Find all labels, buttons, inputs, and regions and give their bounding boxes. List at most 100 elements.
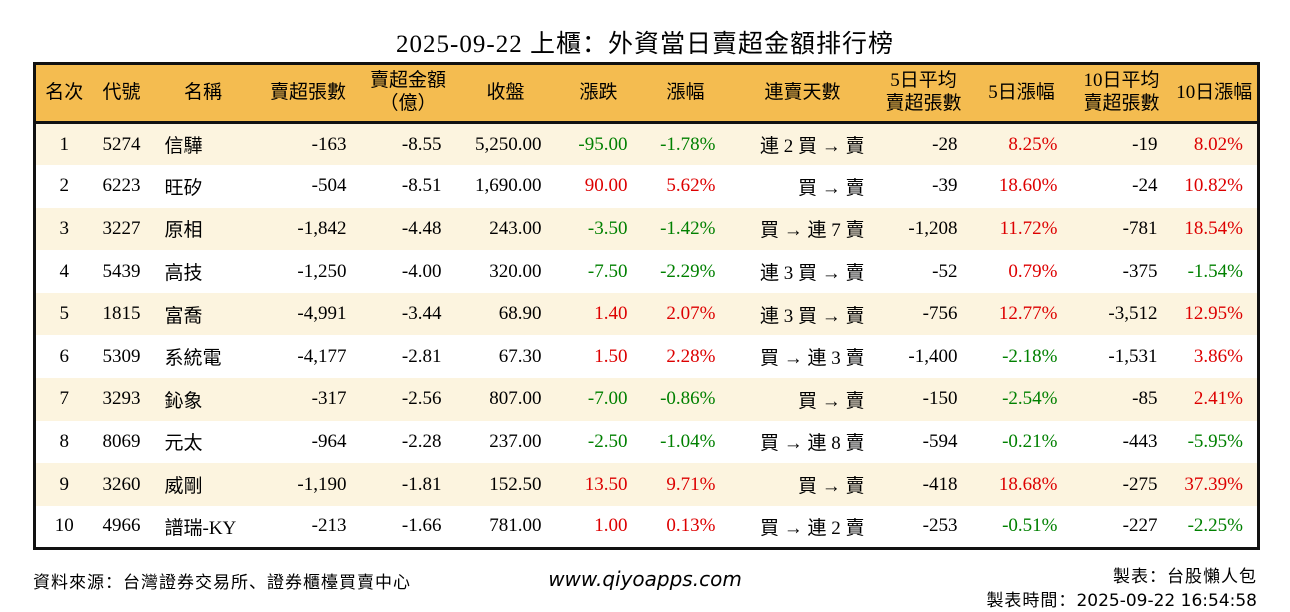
cell-rank: 9 — [59, 473, 70, 495]
column-header-name: 名稱 — [150, 63, 256, 124]
cell-code: 8069 — [102, 430, 141, 452]
cell-streak: 連 2 買 → 賣 — [759, 136, 865, 158]
cell-close: 320.00 — [489, 260, 542, 282]
table-row: 9 3260 威剛 -1,190 -1.81 152.50 13.50 9.71% 買 → 賣 -… — [34, 463, 1259, 506]
cell-sell-shares: -4,177 — [297, 345, 347, 367]
cell-streak: 買 → 連 3 賣 — [759, 348, 865, 370]
cell-change-pct: -0.86% — [660, 388, 716, 410]
cell-sell-shares: -504 — [311, 175, 347, 197]
cell-pct10: 3.86% — [1193, 345, 1243, 367]
cell-pct10: 2.41% — [1193, 388, 1243, 410]
column-header-sell-shares: 賣超張數 — [255, 63, 361, 124]
cell-pct10: -1.54% — [1187, 260, 1243, 282]
column-header-rank: 名次 — [34, 63, 93, 124]
cell-change-pct: 9.71% — [666, 473, 716, 495]
cell-sell-amount: -2.81 — [401, 345, 442, 367]
cell-sell-amount: -4.00 — [401, 260, 442, 282]
table-row: 10 4966 譜瑞-KY -213 -1.66 781.00 1.00 0.13% 買 → 連… — [34, 505, 1259, 549]
cell-rank: 7 — [59, 388, 70, 410]
cell-sell-amount: -3.44 — [401, 303, 442, 325]
cell-name: 高技 — [164, 263, 203, 285]
cell-avg10-shares: -227 — [1122, 515, 1158, 537]
cell-pct5: -0.51% — [1002, 515, 1058, 537]
table-row: 2 6223 旺矽 -504 -8.51 1,690.00 90.00 5.62% 買 → 賣 -… — [34, 165, 1259, 208]
cell-sell-shares: -1,842 — [297, 217, 347, 239]
cell-close: 243.00 — [489, 217, 542, 239]
cell-avg5-shares: -594 — [922, 430, 958, 452]
cell-pct10: 18.54% — [1184, 217, 1243, 239]
cell-code: 1815 — [102, 303, 141, 325]
cell-change-pct: 0.13% — [666, 515, 716, 537]
cell-pct5: 18.60% — [998, 175, 1058, 197]
cell-close: 67.30 — [498, 345, 542, 367]
cell-streak: 連 3 買 → 賣 — [759, 263, 865, 285]
cell-avg10-shares: -275 — [1122, 473, 1158, 495]
cell-pct5: -0.21% — [1002, 430, 1058, 452]
cell-streak: 買 → 賣 — [797, 476, 865, 498]
column-header-code: 代號 — [92, 63, 151, 124]
cell-pct5: 0.79% — [1008, 260, 1058, 282]
cell-change: 1.50 — [594, 345, 628, 367]
cell-rank: 6 — [59, 345, 70, 367]
table-row: 1 5274 信驊 -163 -8.55 5,250.00 -95.00 -1.78% 連 2 … — [34, 122, 1259, 166]
cell-change: -7.50 — [587, 260, 628, 282]
cell-change: -2.50 — [587, 430, 628, 452]
column-header-change-pct: 漲幅 — [641, 63, 730, 124]
cell-avg5-shares: -1,208 — [908, 217, 958, 239]
cell-pct5: -2.18% — [1002, 345, 1058, 367]
cell-sell-amount: -8.51 — [401, 175, 442, 197]
page-title: 2025-09-22 上櫃：外資當日賣超金額排行榜 — [396, 31, 894, 58]
ranking-table: 名次 代號 名稱 賣超張數 賣超金額 （億） 收盤 漲跌 漲幅 連賣天數 5日平均 賣超張數 5日漲… — [33, 62, 1260, 550]
cell-change-pct: 5.62% — [666, 175, 716, 197]
cell-sell-shares: -1,250 — [297, 260, 347, 282]
cell-pct10: -2.25% — [1187, 515, 1243, 537]
cell-rank: 8 — [59, 430, 70, 452]
cell-avg5-shares: -1,400 — [908, 345, 958, 367]
cell-rank: 5 — [59, 303, 70, 325]
cell-name: 譜瑞-KY — [164, 517, 237, 539]
cell-rank: 10 — [54, 515, 74, 537]
cell-rank: 2 — [59, 175, 70, 197]
table-row: 6 5309 系統電 -4,177 -2.81 67.30 1.50 2.28% 買 → 連 3… — [34, 335, 1259, 379]
column-header-sell-amount: 賣超金額 （億） — [360, 63, 456, 124]
cell-sell-shares: -4,991 — [297, 303, 347, 325]
column-header-streak: 連賣天數 — [729, 63, 876, 124]
cell-pct10: 8.02% — [1193, 133, 1243, 155]
table-row: 5 1815 富喬 -4,991 -3.44 68.90 1.40 2.07% 連 3 買 → … — [34, 292, 1259, 336]
cell-pct10: 37.39% — [1184, 473, 1243, 495]
cell-sell-amount: -1.81 — [401, 473, 442, 495]
cell-close: 152.50 — [489, 473, 542, 495]
cell-change-pct: -2.29% — [660, 260, 716, 282]
cell-avg10-shares: -3,512 — [1108, 303, 1158, 325]
cell-sell-amount: -4.48 — [401, 217, 442, 239]
cell-code: 3260 — [102, 473, 141, 495]
cell-change: 1.40 — [594, 303, 628, 325]
cell-streak: 買 → 賣 — [797, 390, 865, 412]
cell-sell-shares: -213 — [311, 515, 347, 537]
cell-pct5: 18.68% — [998, 473, 1058, 495]
cell-avg10-shares: -1,531 — [1108, 345, 1158, 367]
cell-close: 68.90 — [498, 303, 542, 325]
cell-name: 富喬 — [164, 305, 203, 327]
cell-streak: 買 → 連 2 賣 — [759, 517, 865, 539]
cell-change: -3.50 — [587, 217, 628, 239]
cell-rank: 3 — [59, 217, 70, 239]
table-row: 8 8069 元太 -964 -2.28 237.00 -2.50 -1.04% 買 → 連 8… — [34, 420, 1259, 464]
cell-rank: 1 — [59, 133, 70, 155]
cell-sell-amount: -2.56 — [401, 388, 442, 410]
column-header-close: 收盤 — [455, 63, 556, 124]
cell-change-pct: -1.78% — [660, 133, 716, 155]
cell-change-pct: 2.28% — [666, 345, 716, 367]
cell-close: 237.00 — [489, 430, 542, 452]
cell-avg10-shares: -19 — [1132, 133, 1158, 155]
cell-name: 元太 — [164, 433, 203, 455]
cell-sell-amount: -2.28 — [401, 430, 442, 452]
column-header-pct5: 5日漲幅 — [971, 63, 1072, 124]
cell-name: 原相 — [164, 220, 203, 242]
cell-avg5-shares: -52 — [932, 260, 958, 282]
cell-streak: 買 → 連 7 賣 — [759, 220, 865, 242]
website-text: www.qiyoapps.com — [548, 567, 742, 591]
cell-pct10: -5.95% — [1187, 430, 1243, 452]
cell-change: 1.00 — [594, 515, 628, 537]
column-header-avg5-shares: 5日平均 賣超張數 — [875, 63, 972, 124]
